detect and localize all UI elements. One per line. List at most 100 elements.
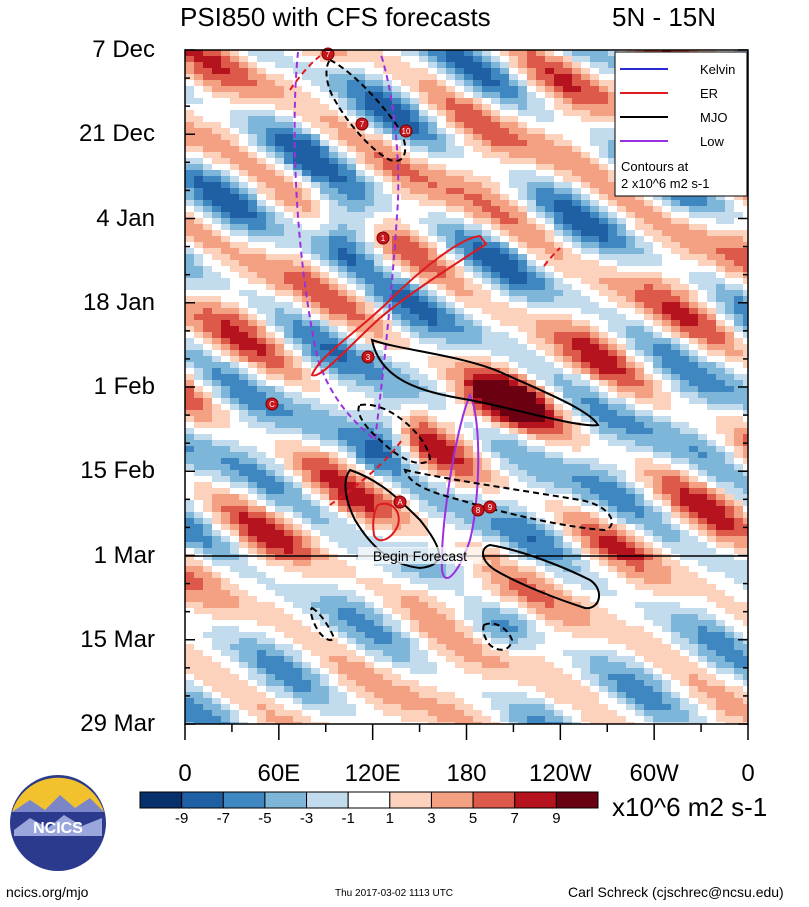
shade-cell	[491, 392, 501, 399]
shade-cell	[608, 350, 618, 357]
shade-cell	[662, 296, 672, 303]
shade-cell	[347, 506, 357, 513]
shade-cell	[257, 206, 267, 213]
shade-cell	[329, 464, 339, 471]
shade-cell	[257, 104, 267, 111]
shade-cell	[653, 410, 663, 417]
shade-cell	[662, 194, 672, 201]
shade-cell	[635, 404, 645, 411]
shade-cell	[293, 428, 303, 435]
shade-cell	[464, 62, 474, 69]
shade-cell	[293, 422, 303, 429]
shade-cell	[437, 254, 447, 261]
shade-cell	[644, 224, 654, 231]
shade-cell	[212, 308, 222, 315]
shade-cell	[563, 350, 573, 357]
shade-cell	[428, 470, 438, 477]
shade-cell	[572, 56, 582, 63]
shade-cell	[419, 362, 429, 369]
shade-cell	[221, 320, 231, 327]
shade-cell	[473, 236, 483, 243]
shade-cell	[239, 266, 249, 273]
shade-cell	[230, 134, 240, 141]
shade-cell	[491, 326, 501, 333]
shade-cell	[536, 398, 546, 405]
shade-cell	[464, 332, 474, 339]
shade-cell	[410, 350, 420, 357]
shade-cell	[509, 416, 519, 423]
shade-cell	[248, 362, 258, 369]
shade-cell	[599, 194, 609, 201]
shade-cell	[626, 224, 636, 231]
shade-cell	[464, 266, 474, 273]
shade-cell	[707, 368, 717, 375]
shade-cell	[437, 272, 447, 279]
shade-cell	[671, 302, 681, 309]
shade-cell	[374, 182, 384, 189]
shade-cell	[293, 470, 303, 477]
shade-cell	[473, 320, 483, 327]
shade-cell	[311, 74, 321, 81]
shade-cell	[473, 278, 483, 285]
shade-cell	[329, 212, 339, 219]
shade-cell	[437, 248, 447, 255]
shade-cell	[563, 152, 573, 159]
shade-cell	[707, 302, 717, 309]
shade-cell	[671, 194, 681, 201]
shade-cell	[338, 182, 348, 189]
shade-cell	[248, 176, 258, 183]
shade-cell	[545, 332, 555, 339]
shade-cell	[518, 416, 528, 423]
shade-cell	[356, 458, 366, 465]
shade-cell	[491, 218, 501, 225]
shade-cell	[275, 476, 285, 483]
shade-cell	[455, 488, 465, 495]
shade-cell	[707, 254, 717, 261]
shade-cell	[194, 476, 204, 483]
shade-cell	[185, 344, 195, 351]
shade-cell	[680, 386, 690, 393]
shade-cell	[365, 440, 375, 447]
shade-cell	[266, 98, 276, 105]
shade-cell	[356, 146, 366, 153]
shade-cell	[608, 272, 618, 279]
shade-cell	[275, 122, 285, 129]
shade-cell	[500, 128, 510, 135]
shade-cell	[707, 290, 717, 297]
shade-cell	[599, 512, 609, 519]
shade-cell	[437, 464, 447, 471]
shade-cell	[266, 362, 276, 369]
shade-cell	[680, 416, 690, 423]
shade-cell	[212, 188, 222, 195]
shade-cell	[428, 500, 438, 507]
shade-cell	[437, 212, 447, 219]
shade-cell	[356, 356, 366, 363]
shade-cell	[275, 56, 285, 63]
shade-cell	[239, 452, 249, 459]
shade-cell	[455, 164, 465, 171]
shade-cell	[275, 86, 285, 93]
shade-cell	[626, 410, 636, 417]
shade-cell	[338, 500, 348, 507]
shade-cell	[239, 494, 249, 501]
shade-cell	[428, 248, 438, 255]
shade-cell	[563, 500, 573, 507]
shade-cell	[401, 272, 411, 279]
shade-cell	[437, 416, 447, 423]
shade-cell	[275, 218, 285, 225]
shade-cell	[347, 326, 357, 333]
shade-cell	[653, 224, 663, 231]
shade-cell	[428, 302, 438, 309]
shade-cell	[572, 428, 582, 435]
shade-cell	[491, 446, 501, 453]
shade-cell	[194, 440, 204, 447]
shade-cell	[491, 134, 501, 141]
shade-cell	[401, 182, 411, 189]
shade-cell	[239, 476, 249, 483]
shade-cell	[383, 374, 393, 381]
shade-cell	[239, 278, 249, 285]
shade-cell	[725, 440, 735, 447]
shade-cell	[428, 398, 438, 405]
shade-cell	[491, 404, 501, 411]
shade-cell	[527, 284, 537, 291]
